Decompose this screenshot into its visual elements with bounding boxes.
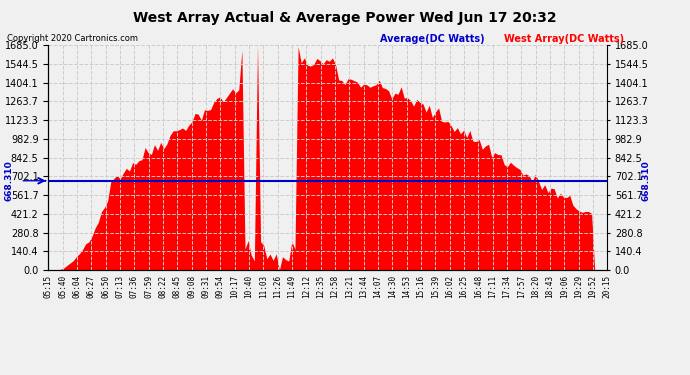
Text: West Array(DC Watts): West Array(DC Watts) bbox=[504, 34, 624, 44]
Text: Copyright 2020 Cartronics.com: Copyright 2020 Cartronics.com bbox=[7, 34, 138, 43]
Text: West Array Actual & Average Power Wed Jun 17 20:32: West Array Actual & Average Power Wed Ju… bbox=[133, 11, 557, 25]
Text: 668.310: 668.310 bbox=[5, 160, 14, 201]
Text: 668.310: 668.310 bbox=[642, 160, 651, 201]
Text: Average(DC Watts): Average(DC Watts) bbox=[380, 34, 484, 44]
